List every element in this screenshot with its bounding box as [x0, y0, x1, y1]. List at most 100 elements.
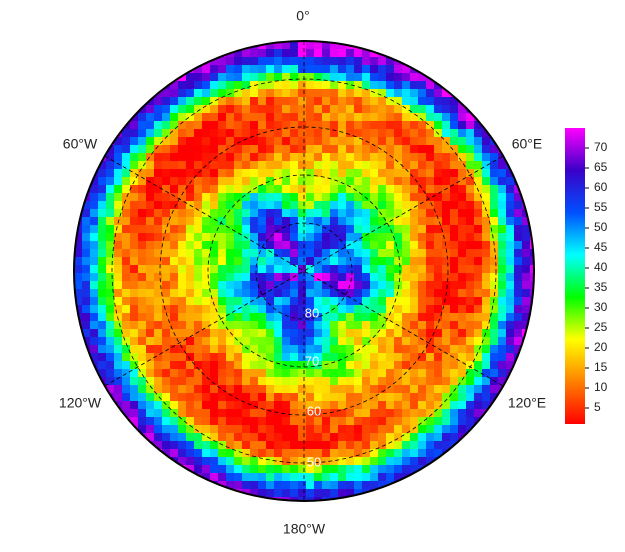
map-cell [114, 233, 123, 242]
map-cell [98, 345, 107, 354]
map-cell [178, 65, 187, 74]
map-cell [194, 257, 203, 266]
map-cell [234, 57, 243, 66]
map-cell [418, 473, 427, 482]
map-cell [346, 393, 355, 402]
map-cell [202, 361, 211, 370]
map-cell [130, 361, 139, 370]
map-cell [426, 129, 435, 138]
map-cell [506, 177, 515, 186]
map-cell [194, 313, 203, 322]
map-cell [514, 289, 523, 298]
map-cell [122, 193, 131, 202]
map-cell [274, 369, 283, 378]
map-cell [402, 169, 411, 178]
map-cell [162, 129, 171, 138]
map-cell [458, 297, 467, 306]
map-cell [418, 273, 427, 282]
map-cell [202, 401, 211, 410]
map-cell [306, 393, 315, 402]
map-cell [402, 369, 411, 378]
map-cell [338, 361, 347, 370]
map-cell [482, 385, 491, 394]
map-cell [338, 465, 347, 474]
map-cell [170, 113, 179, 122]
map-cell [466, 177, 475, 186]
map-cell [442, 433, 451, 442]
map-cell [266, 481, 275, 490]
map-cell [210, 409, 219, 418]
map-cell [242, 425, 251, 434]
map-cell [306, 457, 315, 466]
map-cell [346, 137, 355, 146]
map-cell [282, 41, 291, 50]
map-cell [258, 73, 267, 82]
map-cell [370, 457, 379, 466]
map-cell [170, 265, 179, 274]
map-cell [306, 329, 315, 338]
map-cell [162, 169, 171, 178]
map-cell [194, 377, 203, 386]
map-cell [98, 201, 107, 210]
map-cell [90, 289, 99, 298]
map-cell [394, 377, 403, 386]
map-cell [434, 185, 443, 194]
map-cell [130, 369, 139, 378]
map-cell [298, 497, 307, 501]
map-cell [210, 57, 219, 66]
map-cell [154, 257, 163, 266]
map-cell [186, 89, 195, 98]
map-cell [426, 417, 435, 426]
map-cell [282, 377, 291, 386]
map-cell [90, 193, 99, 202]
map-cell [442, 257, 451, 266]
map-cell [322, 329, 331, 338]
map-cell [274, 225, 283, 234]
map-cell [458, 249, 467, 258]
map-cell [426, 457, 435, 466]
map-cell [114, 345, 123, 354]
map-cell [330, 161, 339, 170]
map-cell [258, 265, 267, 274]
map-cell [346, 377, 355, 386]
map-cell [138, 313, 147, 322]
map-cell [234, 385, 243, 394]
map-cell [450, 233, 459, 242]
map-cell [106, 369, 115, 378]
map-cell [202, 225, 211, 234]
map-cell [402, 161, 411, 170]
map-cell [218, 385, 227, 394]
map-cell [298, 353, 307, 362]
map-cell [466, 369, 475, 378]
map-cell [418, 281, 427, 290]
map-cell [346, 193, 355, 202]
map-cell [338, 257, 347, 266]
map-cell [490, 177, 499, 186]
map-cell [482, 153, 491, 162]
map-cell [298, 401, 307, 410]
map-cell [234, 241, 243, 250]
map-cell [322, 217, 331, 226]
map-cell [434, 289, 443, 298]
map-cell [362, 185, 371, 194]
lat-label: 50 [307, 454, 321, 469]
map-cell [162, 113, 171, 122]
map-cell [170, 81, 179, 90]
map-cell [178, 289, 187, 298]
map-cell [322, 169, 331, 178]
map-cell [402, 465, 411, 474]
map-cell [290, 201, 299, 210]
map-cell [162, 161, 171, 170]
map-cell [370, 473, 379, 482]
map-cell [138, 289, 147, 298]
map-cell [130, 297, 139, 306]
map-cell [426, 441, 435, 450]
map-cell [402, 97, 411, 106]
map-cell [338, 273, 347, 282]
map-cell [482, 129, 491, 138]
map-cell [322, 41, 331, 50]
map-cell [210, 153, 219, 162]
map-cell [450, 217, 459, 226]
map-cell [114, 177, 123, 186]
map-cell [226, 249, 235, 258]
